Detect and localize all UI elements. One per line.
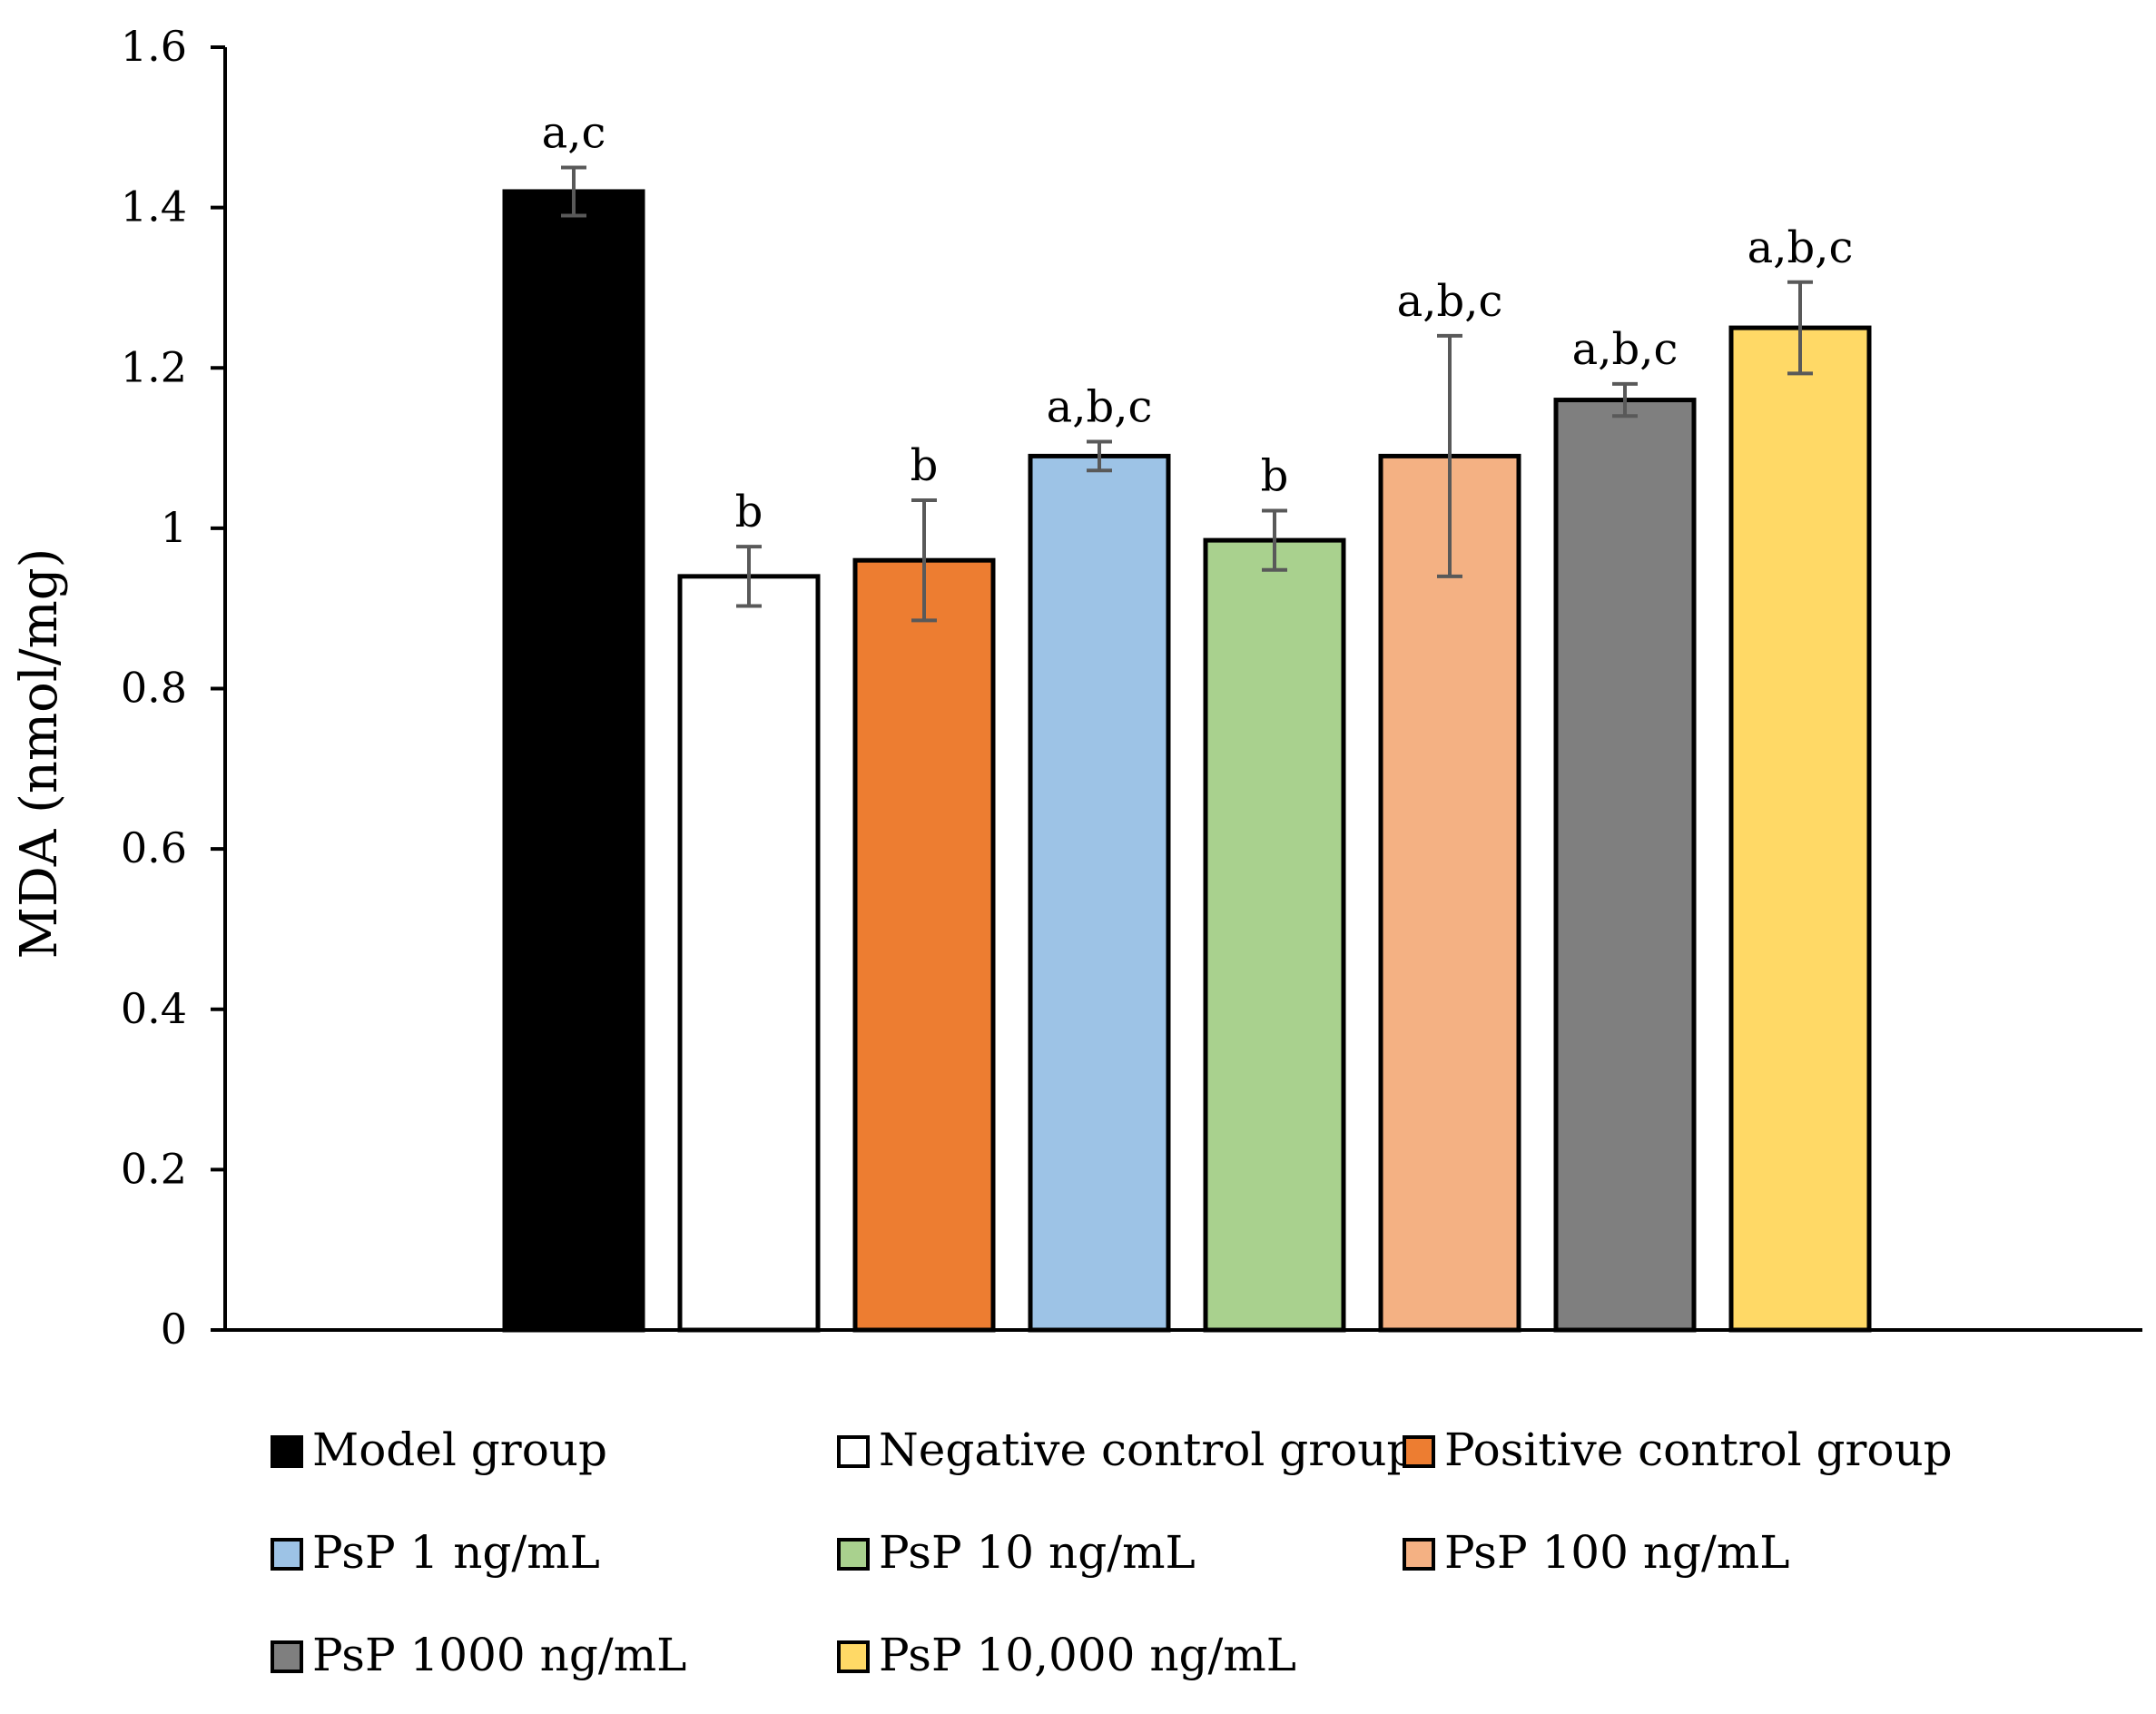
y-axis-title: MDA (nmol/mg): [10, 548, 69, 960]
legend-item-2: Negative control group: [837, 1423, 1415, 1476]
legend-label: PsP 100 ng/mL: [1444, 1526, 1790, 1579]
error-bars: [561, 165, 1813, 623]
legend-label: PsP 10 ng/mL: [879, 1526, 1196, 1579]
y-tick-label: 0.6: [121, 823, 187, 872]
legend-label: Negative control group: [879, 1423, 1415, 1476]
significance-label-6: a,b,c: [1397, 276, 1503, 327]
legend: Model group Negative control group Positiv…: [271, 1423, 1953, 1681]
legend-swatch: [837, 1435, 870, 1468]
legend-item-5: PsP 10 ng/mL: [837, 1526, 1196, 1579]
significance-label-7: a,b,c: [1572, 324, 1679, 375]
bar-4: [1028, 453, 1171, 1333]
legend-label: Model group: [312, 1423, 607, 1476]
significance-label-1: a,c: [542, 107, 606, 158]
legend-item-7: PsP 1000 ng/mL: [271, 1629, 686, 1681]
significance-label-3: b: [911, 440, 939, 491]
bar-6: [1378, 453, 1521, 1333]
significance-label-8: a,b,c: [1747, 222, 1854, 273]
y-tick-label: 0: [161, 1305, 187, 1354]
legend-swatch: [271, 1640, 303, 1673]
bar-8: [1728, 325, 1872, 1333]
legend-label: PsP 1000 ng/mL: [312, 1629, 686, 1681]
legend-item-4: PsP 1 ng/mL: [271, 1526, 600, 1579]
significance-label-2: b: [735, 487, 763, 537]
significance-label-4: a,b,c: [1047, 381, 1153, 432]
legend-label: Positive control group: [1444, 1423, 1953, 1476]
y-tick-label: 1.4: [121, 182, 187, 231]
legend-swatch: [271, 1538, 303, 1571]
y-tick-label: 1.6: [121, 22, 187, 71]
significance-labels: a,c b b a,b,c b a,b,c a,b,c a,b,c: [542, 107, 1854, 537]
legend-swatch: [837, 1640, 870, 1673]
legend-item-3: Positive control group: [1403, 1423, 1953, 1476]
legend-swatch: [1403, 1538, 1435, 1571]
legend-item-8: PsP 10,000 ng/mL: [837, 1629, 1296, 1681]
y-axis: 0 0.2 0.4 0.6 0.8 1 1.2 1.4 1.6: [121, 22, 227, 1354]
bar-2: [677, 574, 821, 1333]
legend-swatch: [1403, 1435, 1435, 1468]
legend-item-6: PsP 100 ng/mL: [1403, 1526, 1790, 1579]
legend-swatch: [837, 1538, 870, 1571]
bar-3: [852, 557, 996, 1333]
legend-item-1: Model group: [271, 1423, 607, 1476]
y-tick-label: 0.4: [121, 984, 187, 1033]
y-tick-label: 0.8: [121, 664, 187, 713]
y-tick-label: 0.2: [121, 1144, 187, 1193]
bar-1: [502, 189, 645, 1333]
bar-5: [1203, 537, 1346, 1333]
y-tick-label: 1.2: [121, 342, 187, 391]
legend-swatch: [271, 1435, 303, 1468]
y-tick-label: 1: [161, 503, 187, 552]
legend-label: PsP 10,000 ng/mL: [879, 1629, 1296, 1681]
significance-label-5: b: [1261, 450, 1289, 501]
legend-label: PsP 1 ng/mL: [312, 1526, 600, 1579]
bar-7: [1553, 398, 1697, 1333]
